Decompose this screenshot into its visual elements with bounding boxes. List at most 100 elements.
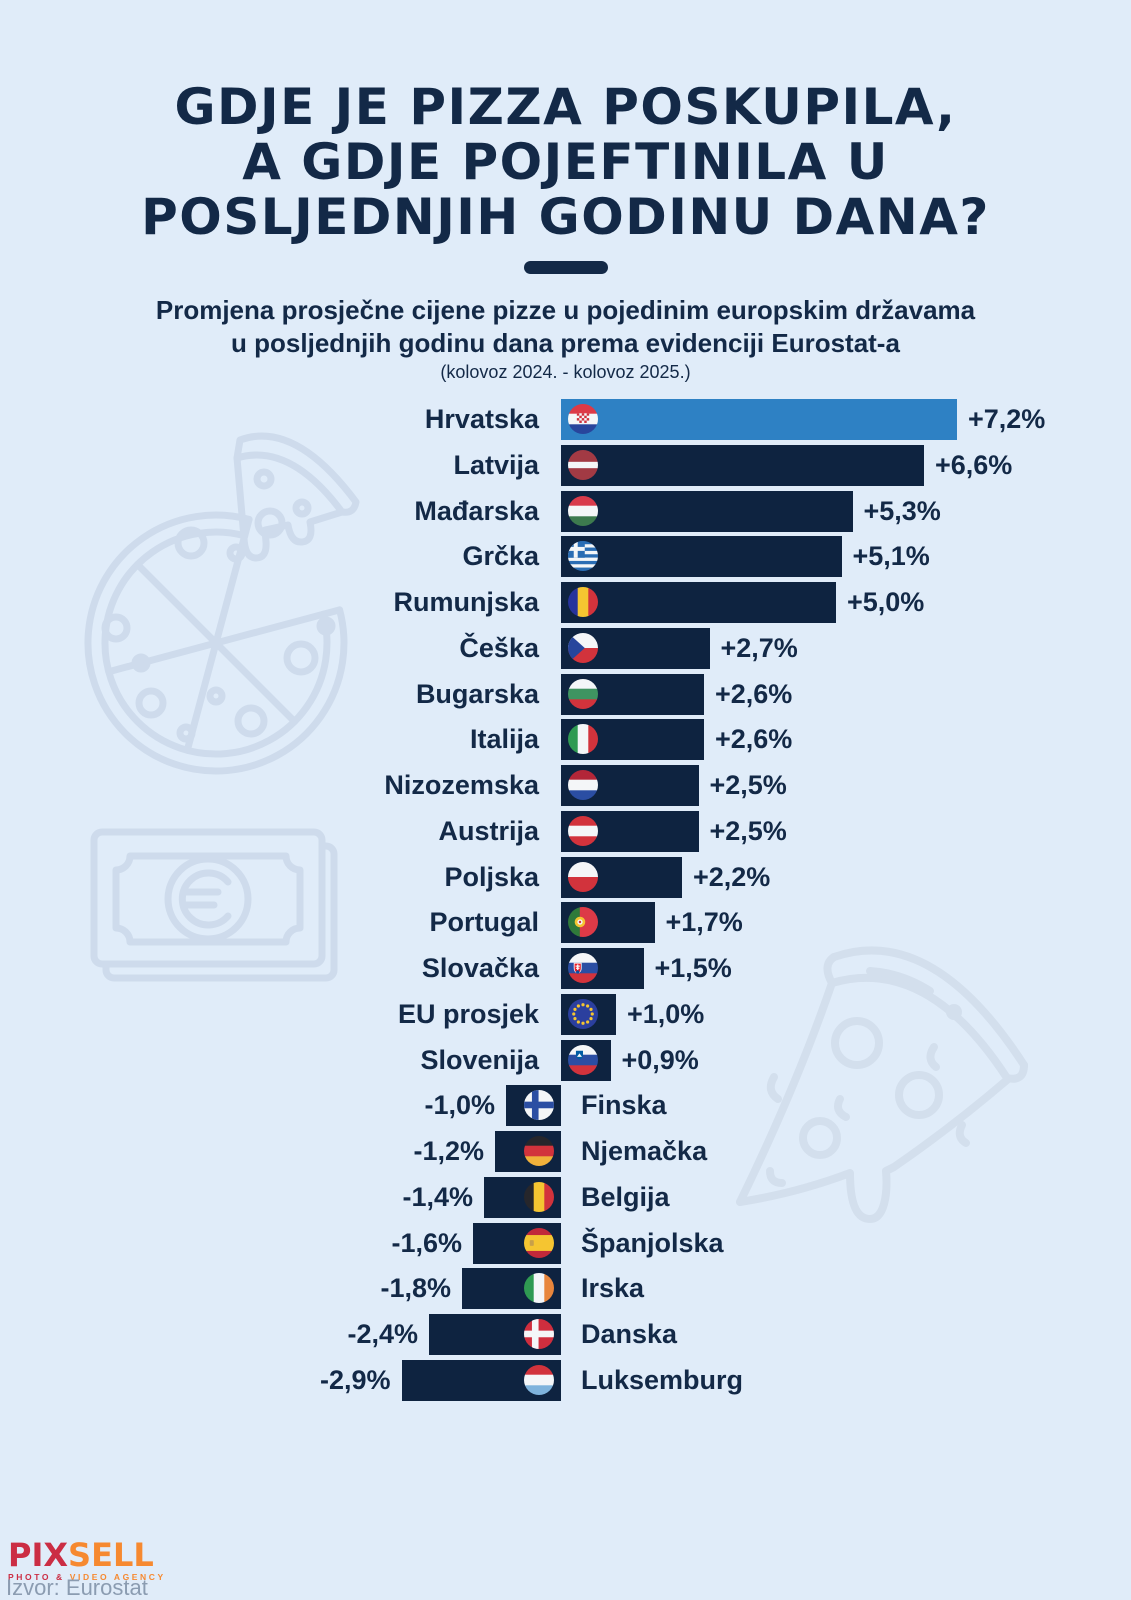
page-title: GDJE JE PIZZA POSKUPILA, A GDJE POJEFTIN…	[0, 80, 1131, 245]
czechia-flag-icon	[568, 632, 598, 663]
ireland-flag-icon	[524, 1273, 554, 1304]
spain-flag-icon	[524, 1227, 554, 1258]
country-label: Slovenija	[420, 1044, 539, 1075]
pixsell-logo-text: PIXSELL	[8, 1539, 166, 1571]
value-label: +2,6%	[715, 678, 793, 709]
pixsell-logo: PIXSELL PHOTO & VIDEO AGENCY	[8, 1539, 166, 1582]
logo-part-sell: SELL	[68, 1536, 154, 1574]
country-label: Mađarska	[414, 495, 539, 526]
bar-row-netherlands: Nizozemska +2,5%	[0, 765, 1131, 806]
bar-row-slovenia: Slovenija +0,9%	[0, 1039, 1131, 1081]
bar-chart: Hrvatska +7,2% Latvija +6,6% Mađarska +5,3% Gr…	[0, 399, 1131, 1409]
country-label: Nizozemska	[384, 770, 539, 800]
value-label: +0,9%	[621, 1044, 699, 1075]
bar-row-czechia: Češka +2,7%	[0, 627, 1131, 669]
euro-banknote-illustration	[90, 828, 338, 982]
hungary-flag-icon	[568, 495, 598, 526]
value-label: -1,4%	[402, 1181, 473, 1212]
value-label: +1,5%	[654, 953, 732, 983]
country-label: Rumunjska	[393, 587, 539, 617]
value-label: +6,6%	[935, 449, 1013, 480]
germany-flag-icon	[524, 1136, 554, 1166]
value-label: -1,8%	[380, 1273, 451, 1304]
country-label: Latvija	[453, 449, 539, 480]
subtitle-line-1: Promjena prosječne cijene pizze u pojedi…	[155, 295, 976, 325]
bar-row-portugal: Portugal +1,7%	[0, 902, 1131, 944]
value-label: -1,2%	[413, 1136, 484, 1166]
value-label: +5,0%	[847, 587, 925, 617]
bar-row-hungary: Mađarska +5,3%	[0, 490, 1131, 532]
austria-flag-icon	[568, 815, 598, 846]
value-label: +2,5%	[709, 815, 787, 846]
italy-flag-icon	[568, 724, 598, 755]
greece-flag-icon	[568, 541, 598, 572]
pizza-illustration	[84, 432, 360, 775]
country-label: Španjolska	[581, 1227, 724, 1258]
bar-greece	[561, 536, 842, 578]
value-label: +1,7%	[665, 907, 743, 938]
slovenia-flag-icon	[568, 1044, 598, 1075]
country-label: Poljska	[444, 861, 539, 892]
netherlands-flag-icon	[568, 770, 598, 800]
denmark-flag-icon	[524, 1319, 554, 1349]
country-label: Belgija	[581, 1181, 670, 1212]
country-label: Italija	[469, 724, 539, 755]
romania-flag-icon	[568, 587, 598, 617]
bar-row-germany: Njemačka -1,2%	[0, 1131, 1131, 1172]
bar-hungary	[561, 490, 853, 532]
value-label: +5,1%	[852, 541, 930, 572]
belgium-flag-icon	[524, 1181, 554, 1212]
bar-row-greece: Grčka +5,1%	[0, 536, 1131, 578]
bar-row-italy: Italija +2,6%	[0, 719, 1131, 761]
poland-flag-icon	[568, 861, 598, 892]
country-label: EU prosjek	[397, 998, 539, 1029]
country-label: Grčka	[462, 541, 539, 572]
bar-row-spain: Španjolska -1,6%	[0, 1222, 1131, 1264]
country-label: Slovačka	[421, 953, 539, 983]
value-label: +2,5%	[709, 770, 787, 800]
bar-row-poland: Poljska +2,2%	[0, 856, 1131, 898]
slovakia-flag-icon	[568, 953, 598, 983]
country-label: Austrija	[438, 815, 539, 846]
bar-row-croatia: Hrvatska +7,2%	[0, 399, 1131, 440]
bar-row-romania: Rumunjska +5,0%	[0, 582, 1131, 623]
bar-row-slovakia: Slovačka +1,5%	[0, 948, 1131, 989]
bar-row-bulgaria: Bugarska +2,6%	[0, 673, 1131, 715]
country-label: Češka	[459, 632, 539, 663]
bar-row-eu: EU prosjek +1,0%	[0, 993, 1131, 1035]
eu-flag-icon	[568, 998, 598, 1029]
title-divider	[523, 261, 608, 274]
bar-row-austria: Austrija +2,5%	[0, 810, 1131, 852]
bar-croatia	[561, 399, 957, 440]
bar-row-latvia: Latvija +6,6%	[0, 444, 1131, 486]
bar-latvia	[561, 444, 924, 486]
subtitle-line-2: u posljednjih godinu dana prema evidenci…	[231, 328, 900, 358]
value-label: +2,7%	[720, 632, 798, 663]
value-label: -1,0%	[424, 1090, 495, 1121]
croatia-flag-icon	[568, 404, 598, 434]
country-label: Luksemburg	[581, 1364, 744, 1395]
value-label: -2,4%	[347, 1319, 418, 1349]
portugal-flag-icon	[568, 907, 598, 938]
bar-romania	[561, 582, 836, 623]
chart-period: (kolovoz 2024. - kolovoz 2025.)	[440, 362, 691, 382]
country-label: Portugal	[429, 907, 539, 938]
latvia-flag-icon	[568, 449, 598, 480]
title-line-1: GDJE JE PIZZA POSKUPILA,	[174, 78, 957, 136]
title-line-3: POSLJEDNJIH GODINU DANA?	[141, 188, 990, 246]
country-label: Hrvatska	[424, 404, 539, 434]
country-label: Bugarska	[415, 678, 539, 709]
value-label: -2,9%	[319, 1364, 391, 1395]
bulgaria-flag-icon	[568, 678, 598, 709]
title-line-2: A GDJE POJEFTINILA U	[242, 133, 889, 191]
value-label: +1,0%	[627, 998, 705, 1029]
value-label: +2,6%	[715, 724, 793, 755]
value-label: +7,2%	[968, 404, 1046, 434]
bar-row-denmark: Danska -2,4%	[0, 1314, 1131, 1355]
luxembourg-flag-icon	[524, 1364, 554, 1395]
pizza-slice-illustration	[736, 946, 1028, 1223]
value-label: +2,2%	[693, 861, 771, 892]
value-label: -1,6%	[391, 1227, 462, 1258]
bar-row-ireland: Irska -1,8%	[0, 1268, 1131, 1310]
bar-row-finland: Finska -1,0%	[0, 1085, 1131, 1127]
